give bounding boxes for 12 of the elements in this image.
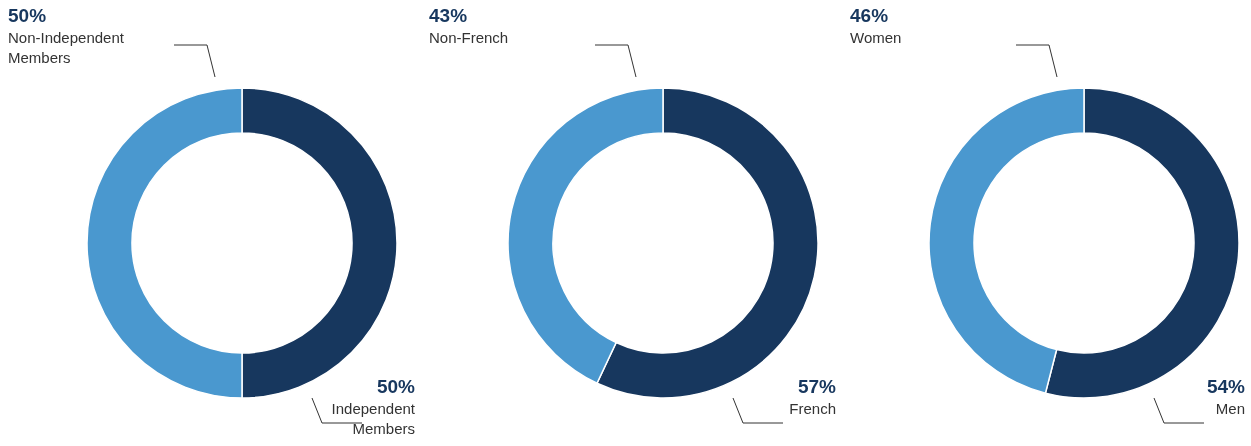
data-label: 46% [850, 5, 889, 26]
slice-label: Men [1215, 400, 1245, 417]
data-label: 43% [429, 5, 468, 26]
data-label: 57% [797, 376, 837, 397]
slice-label: Independent Members [331, 400, 416, 437]
data-label: 50% [8, 5, 47, 26]
slice-label: Non-French [429, 29, 509, 46]
slice-label: French [789, 400, 836, 417]
data-label: 50% [376, 376, 416, 397]
data-label: 54% [1206, 376, 1246, 397]
slice-label: Non-Independent Members [8, 29, 125, 66]
slice-label: Women [850, 29, 902, 46]
